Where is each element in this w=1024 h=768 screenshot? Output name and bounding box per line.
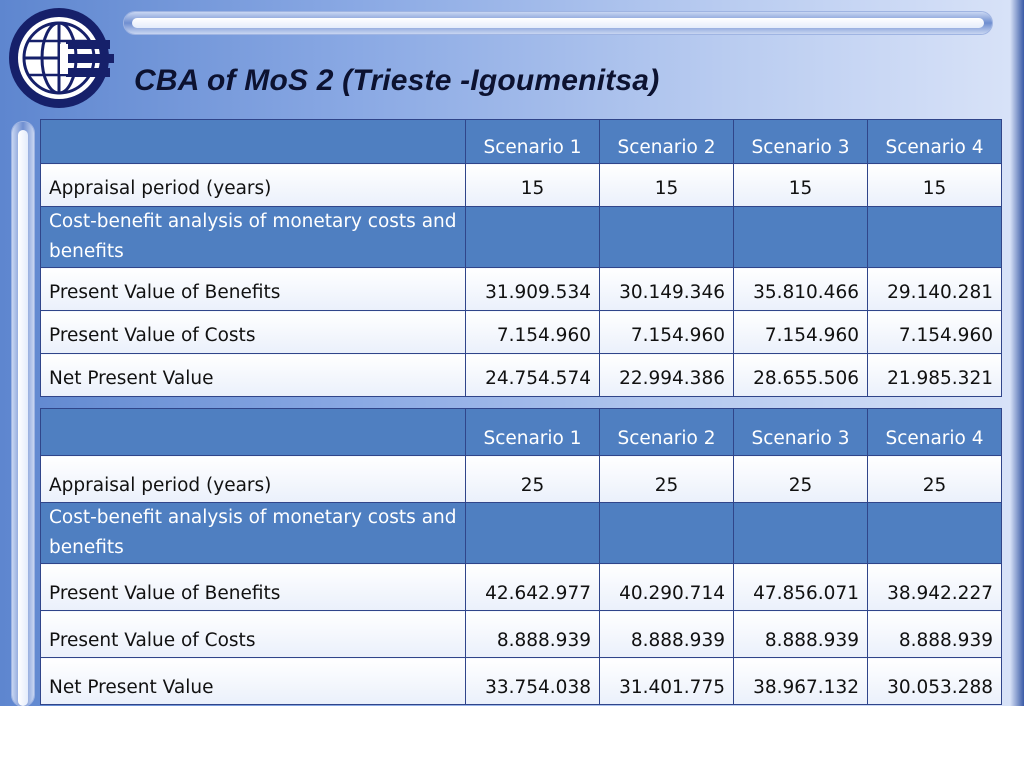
cell-value: 22.994.386 xyxy=(599,353,734,397)
cell-value: 21.985.321 xyxy=(867,353,1002,397)
header-scenario-4: Scenario 4 xyxy=(867,119,1002,164)
cell-value: 35.810.466 xyxy=(733,267,868,311)
cell-value: 15 xyxy=(733,163,868,207)
row-label: Appraisal period (years) xyxy=(40,163,466,207)
cell-value: 31.909.534 xyxy=(465,267,600,311)
header-scenario-3: Scenario 3 xyxy=(733,119,868,164)
cell-value: 7.154.960 xyxy=(599,310,734,354)
header-corner-cell xyxy=(40,408,466,456)
cell-value: 29.140.281 xyxy=(867,267,1002,311)
appraisal-period-row: Appraisal period (years) 15 15 15 15 xyxy=(40,163,1002,207)
cell-value: 25 xyxy=(599,455,734,503)
header-scenario-2: Scenario 2 xyxy=(599,119,734,164)
slide-background: CBA of MoS 2 (Trieste -Igoumenitsa) Scen… xyxy=(0,0,1024,706)
row-label: Present Value of Costs xyxy=(40,610,466,658)
cell-value: 31.401.775 xyxy=(599,657,734,705)
cell-value: 38.942.227 xyxy=(867,563,1002,611)
cell-value: 8.888.939 xyxy=(733,610,868,658)
header-scenario-3: Scenario 3 xyxy=(733,408,868,456)
page-title: CBA of MoS 2 (Trieste -Igoumenitsa) xyxy=(134,64,660,97)
empty-cell xyxy=(867,502,1002,564)
globe-emblem-icon xyxy=(9,8,114,108)
decorative-side-bar xyxy=(12,122,34,706)
empty-cell xyxy=(465,502,600,564)
section-header-row: Cost-benefit analysis of monetary costs … xyxy=(40,502,1002,564)
empty-cell xyxy=(599,502,734,564)
header-scenario-1: Scenario 1 xyxy=(465,408,600,456)
cell-value: 30.053.288 xyxy=(867,657,1002,705)
cell-value: 15 xyxy=(465,163,600,207)
row-label: Present Value of Benefits xyxy=(40,267,466,311)
table-row: Present Value of Benefits 31.909.534 30.… xyxy=(40,267,1002,311)
cell-value: 25 xyxy=(465,455,600,503)
cell-value: 33.754.038 xyxy=(465,657,600,705)
row-label: Net Present Value xyxy=(40,657,466,705)
table-header-row: Scenario 1 Scenario 2 Scenario 3 Scenari… xyxy=(40,119,1002,164)
table-header-row: Scenario 1 Scenario 2 Scenario 3 Scenari… xyxy=(40,408,1002,456)
cell-value: 24.754.574 xyxy=(465,353,600,397)
row-label: Net Present Value xyxy=(40,353,466,397)
cell-value: 15 xyxy=(599,163,734,207)
appraisal-period-row: Appraisal period (years) 25 25 25 25 xyxy=(40,455,1002,503)
row-label: Present Value of Costs xyxy=(40,310,466,354)
empty-cell xyxy=(733,502,868,564)
header-corner-cell xyxy=(40,119,466,164)
table-row: Net Present Value 33.754.038 31.401.775 … xyxy=(40,657,1002,705)
cell-value: 40.290.714 xyxy=(599,563,734,611)
header-scenario-1: Scenario 1 xyxy=(465,119,600,164)
cell-value: 25 xyxy=(733,455,868,503)
cell-value: 8.888.939 xyxy=(599,610,734,658)
row-label: Present Value of Benefits xyxy=(40,563,466,611)
cba-table-15-years: Scenario 1 Scenario 2 Scenario 3 Scenari… xyxy=(40,119,1002,397)
cell-value: 47.856.071 xyxy=(733,563,868,611)
empty-cell xyxy=(465,206,600,268)
empty-cell xyxy=(867,206,1002,268)
cell-value: 7.154.960 xyxy=(733,310,868,354)
table-row: Present Value of Benefits 42.642.977 40.… xyxy=(40,563,1002,611)
empty-cell xyxy=(599,206,734,268)
cell-value: 38.967.132 xyxy=(733,657,868,705)
header-scenario-4: Scenario 4 xyxy=(867,408,1002,456)
cell-value: 28.655.506 xyxy=(733,353,868,397)
cell-value: 7.154.960 xyxy=(465,310,600,354)
header-scenario-2: Scenario 2 xyxy=(599,408,734,456)
table-row: Present Value of Costs 8.888.939 8.888.9… xyxy=(40,610,1002,658)
cell-value: 25 xyxy=(867,455,1002,503)
decorative-top-bar xyxy=(124,12,992,34)
cell-value: 8.888.939 xyxy=(465,610,600,658)
cba-table-25-years: Scenario 1 Scenario 2 Scenario 3 Scenari… xyxy=(40,408,1002,705)
cell-value: 8.888.939 xyxy=(867,610,1002,658)
empty-cell xyxy=(733,206,868,268)
section-label: Cost-benefit analysis of monetary costs … xyxy=(40,206,466,268)
table-row: Net Present Value 24.754.574 22.994.386 … xyxy=(40,353,1002,397)
page-bottom-margin xyxy=(0,706,1024,768)
table-row: Present Value of Costs 7.154.960 7.154.9… xyxy=(40,310,1002,354)
section-header-row: Cost-benefit analysis of monetary costs … xyxy=(40,206,1002,268)
row-label: Appraisal period (years) xyxy=(40,455,466,503)
cell-value: 7.154.960 xyxy=(867,310,1002,354)
section-label: Cost-benefit analysis of monetary costs … xyxy=(40,502,466,564)
cell-value: 30.149.346 xyxy=(599,267,734,311)
cell-value: 15 xyxy=(867,163,1002,207)
cell-value: 42.642.977 xyxy=(465,563,600,611)
